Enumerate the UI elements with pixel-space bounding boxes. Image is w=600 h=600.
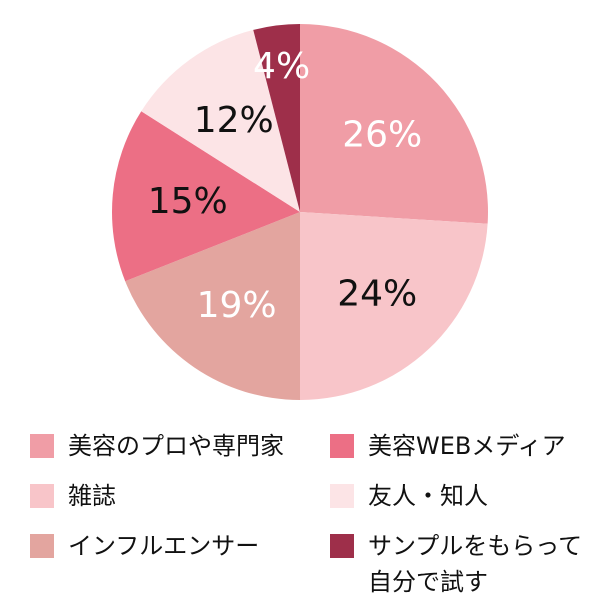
legend-swatch bbox=[330, 434, 354, 458]
legend-swatch bbox=[30, 484, 54, 508]
legend-label: インフルエンサー bbox=[68, 532, 260, 560]
legend-label: 友人・知人 bbox=[368, 482, 488, 510]
slice-label: 4% bbox=[253, 46, 310, 87]
legend-label: サンプルをもらって 自分で試す bbox=[368, 532, 583, 596]
slice-professionals bbox=[300, 24, 488, 224]
slice-influencers bbox=[125, 212, 300, 400]
slice-samples bbox=[253, 24, 300, 212]
slice-label: 12% bbox=[194, 100, 274, 141]
slice-web-media bbox=[111, 111, 300, 282]
legend-swatch bbox=[330, 534, 354, 558]
legend-item-web-media: 美容WEBメディア bbox=[330, 428, 566, 464]
legend-swatch bbox=[30, 434, 54, 458]
slice-friends bbox=[141, 29, 300, 212]
slice-label: 19% bbox=[197, 285, 277, 326]
pie-chart: 26% 24% 19% 15% 12% 4% bbox=[111, 24, 488, 400]
legend-item-influencers: インフルエンサー bbox=[30, 528, 259, 564]
legend-label: 美容WEBメディア bbox=[368, 432, 566, 460]
slice-label: 24% bbox=[337, 274, 417, 315]
legend-item-friends: 友人・知人 bbox=[330, 478, 488, 514]
legend-item-magazines: 雑誌 bbox=[30, 478, 116, 514]
slice-magazines bbox=[300, 212, 488, 400]
legend-item-professionals: 美容のプロや専門家 bbox=[30, 428, 284, 464]
slice-label: 15% bbox=[148, 181, 228, 222]
legend-swatch bbox=[330, 484, 354, 508]
legend: 美容のプロや専門家 雑誌 インフルエンサー 美容WEBメディア 友人・知人 サン… bbox=[0, 410, 600, 600]
legend-label: 美容のプロや専門家 bbox=[68, 432, 284, 460]
legend-swatch bbox=[30, 534, 54, 558]
slice-label: 26% bbox=[342, 114, 422, 155]
legend-item-samples: サンプルをもらって 自分で試す bbox=[330, 528, 582, 600]
legend-label: 雑誌 bbox=[68, 482, 116, 510]
